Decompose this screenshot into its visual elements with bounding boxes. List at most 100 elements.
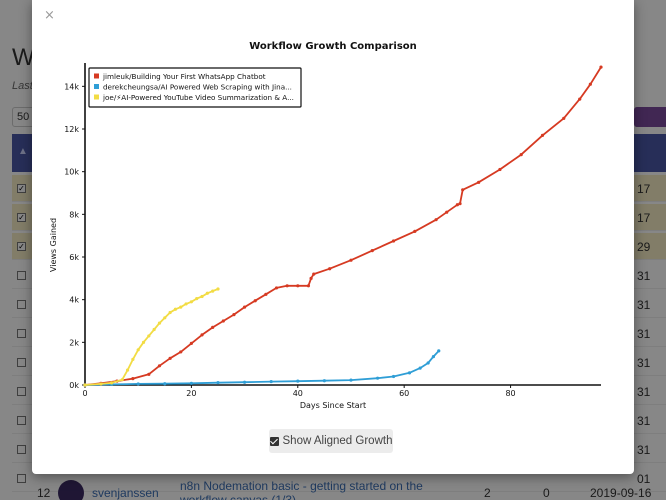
chart-title: Workflow Growth Comparison — [249, 41, 417, 52]
row-checkbox[interactable] — [17, 358, 26, 367]
data-point — [157, 364, 162, 368]
series-line — [84, 66, 602, 386]
y-tick-label: 6k — [69, 253, 79, 262]
row-title-link[interactable]: n8n Nodemation basic - getting started o… — [180, 479, 423, 500]
legend-entry: jimleuk/Building Your First WhatsApp Cha… — [102, 72, 266, 81]
series-line — [84, 288, 219, 386]
data-point — [179, 350, 183, 354]
data-point — [431, 355, 436, 359]
row-count: 17 — [637, 182, 651, 196]
data-point — [131, 377, 135, 381]
data-point — [163, 382, 167, 386]
data-point — [269, 379, 273, 384]
data-point — [519, 153, 523, 157]
data-point — [426, 361, 430, 365]
data-point — [83, 383, 87, 387]
row-checkbox[interactable] — [17, 271, 26, 280]
close-icon[interactable]: × — [44, 8, 55, 23]
legend-swatch — [94, 94, 99, 100]
row-count: 31 — [637, 385, 651, 399]
data-point — [168, 356, 172, 360]
row-checkbox[interactable] — [17, 387, 26, 396]
data-point — [211, 289, 215, 293]
show-aligned-growth-label: Show Aligned Growth — [282, 435, 393, 447]
legend-entry: derekcheungsa/AI Powered Web Scraping wi… — [103, 82, 292, 91]
growth-chart: Workflow Growth Comparison 0k 2k 4k 6k 8k 10k… — [49, 41, 603, 410]
row-checkbox[interactable] — [17, 474, 26, 483]
data-point — [184, 302, 188, 306]
data-point — [147, 334, 151, 338]
page-title: W — [12, 44, 35, 71]
data-point — [285, 284, 289, 288]
series-3 — [83, 287, 220, 387]
data-point — [173, 307, 178, 311]
show-aligned-growth-button[interactable]: Show Aligned Growth — [269, 429, 393, 453]
row-count: 17 — [637, 211, 651, 225]
row-checkbox[interactable]: ✓ — [17, 242, 26, 251]
y-tick-label: 0k — [69, 381, 79, 390]
row-checkbox[interactable] — [17, 445, 26, 454]
checkbox-checked-icon[interactable] — [269, 436, 279, 446]
data-point — [434, 218, 438, 222]
data-point — [375, 376, 380, 380]
data-point — [179, 305, 183, 309]
data-point — [328, 267, 332, 271]
series-2 — [83, 349, 441, 387]
x-axis-label: Days Since Start — [300, 401, 366, 410]
legend-entry: joe/⚡AI-Powered YouTube Video Summarizat… — [102, 93, 294, 102]
row-count: 31 — [637, 327, 651, 341]
data-point — [253, 299, 257, 303]
data-point — [312, 272, 316, 276]
data-point — [370, 249, 374, 253]
filter-button[interactable] — [634, 107, 666, 127]
x-axis: 0 20 40 60 80 — [82, 384, 601, 398]
row-user-link[interactable]: svenjanssen — [92, 486, 159, 500]
data-point — [477, 180, 481, 184]
row-count: 01 — [637, 472, 651, 486]
data-point — [461, 188, 465, 192]
data-point — [418, 366, 422, 370]
y-tick-label: 8k — [69, 210, 79, 219]
data-point — [147, 372, 151, 376]
row-checkbox[interactable] — [17, 329, 26, 338]
data-point — [306, 284, 311, 288]
y-axis-label: Views Gained — [49, 218, 58, 272]
data-point — [120, 378, 124, 382]
data-point — [242, 305, 247, 309]
data-point — [437, 349, 441, 353]
row-count: 31 — [637, 414, 651, 428]
legend-box — [88, 67, 302, 108]
data-point — [296, 284, 300, 288]
row-checkbox[interactable] — [17, 416, 26, 425]
data-point — [152, 327, 156, 332]
row-date: 2019-09-16 — [590, 486, 652, 500]
x-tick-label: 20 — [186, 389, 196, 398]
data-point — [216, 381, 220, 385]
row-count: 2 — [484, 486, 491, 500]
chart-legend: jimleuk/Building Your First WhatsApp Cha… — [88, 67, 302, 108]
data-point — [136, 382, 140, 386]
row-count: 31 — [637, 269, 651, 283]
legend-swatch — [94, 73, 99, 79]
data-point — [391, 239, 396, 243]
data-point — [445, 210, 449, 214]
x-tick-label: 80 — [505, 389, 515, 398]
x-tick-label: 60 — [399, 389, 409, 398]
data-point — [163, 316, 167, 320]
table-row[interactable] — [12, 465, 666, 492]
data-point — [221, 319, 225, 323]
data-point — [168, 310, 172, 315]
sort-up-icon[interactable]: ▲ — [18, 146, 28, 157]
y-axis: 0k 2k 4k 6k 8k 10k 12k 14k — [64, 63, 86, 390]
data-point — [99, 382, 103, 386]
row-checkbox[interactable]: ✓ — [17, 184, 26, 193]
data-point — [125, 368, 130, 372]
data-point — [216, 287, 220, 291]
row-checkbox[interactable]: ✓ — [17, 213, 26, 222]
data-point — [578, 97, 582, 101]
row-count: 31 — [637, 298, 651, 312]
series-layer — [83, 65, 603, 387]
data-point — [189, 381, 193, 385]
row-checkbox[interactable] — [17, 300, 26, 309]
row-count: 0 — [543, 486, 550, 500]
